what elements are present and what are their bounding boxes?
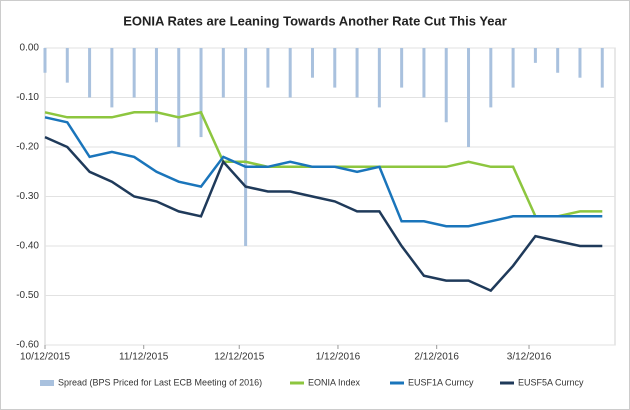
spread-bar [310, 48, 314, 78]
x-tick-label: 3/12/2016 [507, 352, 552, 363]
spread-bar [132, 48, 136, 98]
spread-bar [400, 48, 404, 88]
x-tick-label: 11/12/2015 [119, 352, 169, 363]
spread-bar [355, 48, 359, 98]
spread-bar [556, 48, 560, 73]
spread-bar [244, 48, 248, 246]
spread-bar [88, 48, 92, 98]
spread-bar [422, 48, 426, 98]
spread-bar [221, 48, 225, 98]
y-tick-label: -0.30 [16, 191, 39, 202]
x-tick-label: 10/12/2015 [20, 352, 70, 363]
y-tick-label: -0.20 [16, 142, 39, 153]
spread-bar [199, 48, 203, 138]
spread-bar [444, 48, 448, 123]
spread-bar [266, 48, 270, 88]
spread-bar [333, 48, 337, 88]
spread-bar [467, 48, 471, 147]
spread-bar [600, 48, 604, 88]
spread-bar [489, 48, 493, 108]
spread-bar [578, 48, 582, 78]
spread-bar [533, 48, 537, 63]
y-tick-label: 0.00 [20, 43, 40, 54]
y-tick-label: -0.10 [16, 92, 39, 103]
x-tick-label: 12/12/2015 [214, 352, 264, 363]
spread-bar [154, 48, 158, 123]
x-tick-label: 1/12/2016 [316, 352, 361, 363]
spread-bar [177, 48, 181, 147]
spread-bar [110, 48, 114, 108]
y-tick-label: -0.40 [16, 241, 39, 252]
spread-bar [511, 48, 515, 88]
spread-bar [377, 48, 381, 108]
x-tick-label: 2/12/2016 [414, 352, 459, 363]
legend-label: EUSF1A Curncy [408, 377, 474, 387]
spread-bar [288, 48, 292, 98]
y-tick-label: -0.50 [16, 290, 39, 301]
spread-bar [43, 48, 47, 73]
legend-label: Spread (BPS Priced for Last ECB Meeting … [58, 377, 262, 387]
legend-label: EONIA Index [308, 377, 361, 387]
series-line [44, 116, 603, 228]
spread-bar [65, 48, 69, 83]
y-tick-label: -0.60 [16, 340, 39, 351]
chart-title: EONIA Rates are Leaning Towards Another … [123, 13, 507, 28]
series-line [44, 135, 603, 293]
legend-label: EUSF5A Curncy [518, 377, 584, 387]
